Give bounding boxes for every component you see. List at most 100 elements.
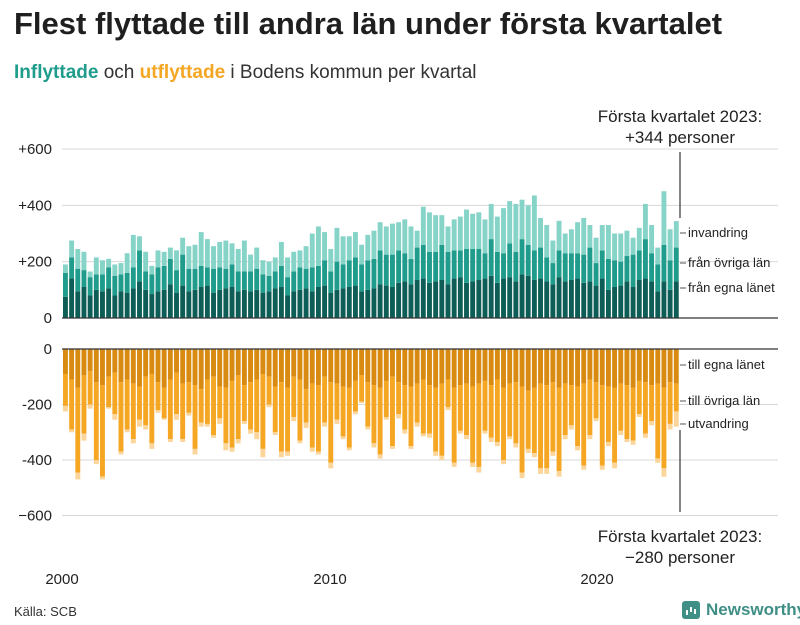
- bar-inflyttade-0: [149, 294, 155, 318]
- bar-utflyttade-0: [667, 349, 673, 383]
- bar-inflyttade-0: [581, 282, 587, 318]
- bar-inflyttade-1: [155, 267, 161, 292]
- bar-utflyttade-1: [673, 383, 679, 412]
- bar-utflyttade-0: [334, 349, 340, 384]
- bar-inflyttade-2: [513, 203, 519, 252]
- bar-inflyttade-2: [328, 248, 334, 272]
- bar-inflyttade-2: [661, 191, 667, 245]
- bar-inflyttade-1: [642, 239, 648, 279]
- bar-inflyttade-2: [340, 236, 346, 265]
- bar-utflyttade-2: [241, 421, 247, 424]
- bar-inflyttade-1: [377, 250, 383, 285]
- bar-inflyttade-2: [457, 216, 463, 251]
- bar-inflyttade-1: [365, 260, 371, 290]
- brand-logo: Newsworthy: [682, 600, 800, 620]
- bar-utflyttade-2: [161, 418, 167, 420]
- bar-utflyttade-0: [100, 349, 105, 386]
- brand-name: Newsworthy: [706, 600, 800, 619]
- bar-utflyttade-2: [556, 471, 562, 477]
- bar-inflyttade-0: [470, 281, 476, 318]
- bar-utflyttade-1: [642, 382, 648, 434]
- bar-utflyttade-0: [272, 349, 278, 387]
- bar-inflyttade-0: [155, 291, 161, 318]
- bar-utflyttade-1: [581, 383, 587, 466]
- bar-inflyttade-0: [414, 279, 420, 318]
- bar-utflyttade-2: [470, 462, 476, 467]
- bar-inflyttade-1: [420, 244, 426, 279]
- bar-inflyttade-0: [433, 281, 439, 318]
- bar-inflyttade-2: [124, 253, 130, 273]
- bar-utflyttade-2: [445, 407, 451, 411]
- bar-inflyttade-2: [63, 264, 68, 273]
- bar-utflyttade-0: [204, 349, 210, 380]
- bar-utflyttade-1: [75, 387, 81, 473]
- bar-utflyttade-0: [655, 349, 661, 384]
- bar-inflyttade-1: [445, 251, 451, 285]
- bar-utflyttade-1: [266, 376, 272, 405]
- bar-inflyttade-1: [624, 256, 630, 282]
- series-label-top: invandring: [688, 225, 748, 240]
- bar-utflyttade-1: [550, 382, 556, 452]
- bar-inflyttade-1: [328, 271, 334, 293]
- bar-utflyttade-2: [322, 422, 328, 427]
- newsworthy-logo-icon: [682, 601, 700, 619]
- bar-utflyttade-0: [568, 349, 574, 386]
- bar-utflyttade-0: [346, 349, 352, 388]
- bar-utflyttade-1: [427, 385, 432, 434]
- bar-utflyttade-1: [328, 382, 334, 463]
- bar-inflyttade-2: [315, 226, 321, 266]
- bar-utflyttade-2: [272, 432, 278, 436]
- bar-utflyttade-2: [420, 433, 426, 437]
- subtitle-rest: i Bodens kommun per kvartal: [225, 62, 477, 83]
- bar-inflyttade-0: [137, 281, 142, 318]
- bar-inflyttade-0: [198, 287, 204, 318]
- bar-utflyttade-0: [544, 349, 550, 386]
- bar-utflyttade-2: [143, 425, 149, 430]
- bar-inflyttade-0: [420, 278, 426, 318]
- bar-inflyttade-1: [414, 247, 420, 280]
- bar-inflyttade-2: [427, 212, 432, 252]
- bar-utflyttade-0: [112, 349, 118, 373]
- bar-utflyttade-0: [328, 349, 334, 383]
- bar-utflyttade-1: [334, 383, 340, 420]
- bar-inflyttade-2: [192, 244, 198, 269]
- bar-inflyttade-1: [112, 275, 118, 296]
- bar-inflyttade-2: [451, 219, 457, 251]
- bar-utflyttade-2: [130, 439, 136, 444]
- bar-inflyttade-1: [334, 261, 340, 290]
- bar-inflyttade-2: [180, 237, 186, 255]
- bar-utflyttade-0: [174, 349, 179, 373]
- bar-utflyttade-2: [575, 446, 581, 451]
- bar-utflyttade-0: [198, 349, 204, 390]
- bar-utflyttade-0: [106, 349, 112, 377]
- bar-utflyttade-0: [297, 349, 303, 380]
- bar-utflyttade-1: [192, 385, 198, 449]
- bar-inflyttade-2: [556, 220, 562, 251]
- bar-inflyttade-1: [315, 265, 321, 288]
- bar-utflyttade-1: [476, 383, 482, 467]
- bar-inflyttade-2: [235, 248, 241, 272]
- bar-utflyttade-2: [655, 458, 661, 463]
- bar-utflyttade-0: [476, 349, 482, 384]
- bar-utflyttade-2: [568, 425, 574, 430]
- bar-utflyttade-0: [211, 349, 216, 377]
- bar-utflyttade-2: [112, 414, 118, 420]
- bar-utflyttade-1: [408, 386, 414, 447]
- bar-inflyttade-2: [272, 257, 278, 272]
- bar-utflyttade-0: [93, 349, 99, 383]
- axes: +600 +400 +200 0 0 -200 -400 −600 2000 2010 2020: [18, 141, 778, 588]
- bar-utflyttade-0: [229, 349, 235, 381]
- bar-utflyttade-1: [488, 385, 494, 438]
- bar-utflyttade-2: [334, 419, 340, 424]
- bar-utflyttade-0: [186, 349, 192, 383]
- bar-utflyttade-1: [390, 376, 395, 447]
- series-labels: invandring från övriga län från egna länet…: [680, 225, 775, 431]
- bar-utflyttade-1: [81, 375, 87, 434]
- bar-inflyttade-0: [673, 281, 679, 318]
- bar-utflyttade-0: [223, 349, 229, 388]
- bar-utflyttade-0: [192, 349, 198, 386]
- bar-utflyttade-1: [174, 372, 179, 415]
- bar-inflyttade-0: [402, 281, 408, 318]
- bar-utflyttade-2: [618, 430, 624, 436]
- bar-inflyttade-0: [605, 289, 611, 318]
